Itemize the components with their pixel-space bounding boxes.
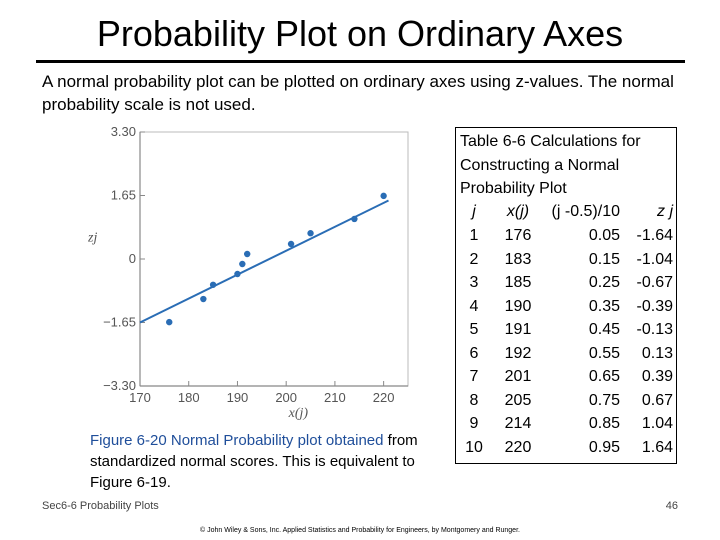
calculation-table: Table 6-6 Calculations for Constructing … [455, 127, 677, 464]
table-title: Table 6-6 Calculations for Constructing … [460, 133, 641, 197]
cell-x: 176 [504, 227, 532, 244]
x-tick-label: 180 [178, 390, 200, 405]
copyright-notice: © John Wiley & Sons, Inc. Applied Statis… [200, 527, 520, 534]
cell-x: 201 [504, 368, 532, 385]
data-point [287, 240, 295, 248]
cell-z: 0.39 [641, 368, 673, 385]
cell-j: 7 [469, 368, 479, 385]
cell-j: 9 [469, 415, 479, 432]
cell-probability: 0.95 [588, 438, 620, 456]
table-row: 2 183 0.15 -1.04 [456, 248, 678, 272]
cell-probability: 0.65 [588, 368, 620, 385]
intro-text: A normal probability plot can be plotted… [42, 72, 674, 114]
figure-caption-rest: from standardized normal scores. This is… [90, 432, 418, 491]
cell-x: 220 [504, 438, 532, 456]
cell-x: 185 [504, 274, 532, 291]
x-tick-label: 190 [227, 390, 249, 405]
data-point [380, 192, 387, 200]
cell-x: 191 [504, 321, 532, 338]
slide-title: Probability Plot on Ordinary Axes [96, 13, 624, 54]
cell-z: -0.67 [636, 274, 673, 291]
y-tick-label: 0 [129, 251, 136, 266]
y-tick-label: −3.30 [103, 378, 136, 393]
data-point [307, 230, 314, 237]
cell-probability: 0.05 [588, 227, 620, 244]
figure-caption-lead: Figure 6-20 Normal Probability plot obta… [90, 432, 384, 449]
cell-probability: 0.55 [588, 344, 620, 362]
cell-j: 3 [469, 274, 479, 291]
title-underline [36, 60, 685, 63]
data-point [200, 295, 207, 303]
cell-j: 1 [469, 227, 479, 244]
cell-x: 214 [504, 415, 532, 432]
table-row: 5 191 0.45 -0.13 [456, 318, 678, 342]
cell-x: 192 [504, 344, 532, 362]
table-row: 8 205 0.75 0.67 [456, 389, 678, 413]
footer-section: Sec6-6 Probability Plots [42, 500, 159, 512]
table-row: 6 192 0.55 0.13 [456, 342, 678, 366]
table-header-row: j x(j) (j -0.5)/10 z j [456, 200, 678, 224]
y-tick-label: 3.30 [111, 124, 136, 139]
header-probability: (j -0.5)/10 [551, 203, 620, 220]
cell-probability: 0.75 [588, 391, 620, 409]
cell-x: 183 [504, 250, 532, 268]
cell-j: 5 [469, 321, 479, 338]
table-row: 4 190 0.35 -0.39 [456, 295, 678, 319]
fit-line [139, 199, 389, 324]
table-row: 9 214 0.85 1.04 [456, 412, 678, 436]
cell-probability: 0.35 [588, 297, 620, 315]
cell-z: -0.13 [636, 321, 673, 338]
cell-probability: 0.85 [588, 415, 620, 432]
y-axis-label: zj [88, 231, 97, 246]
cell-z: 0.13 [641, 344, 673, 362]
data-point [239, 260, 246, 268]
header-z: z j [657, 203, 673, 220]
cell-probability: 0.25 [588, 274, 620, 291]
data-point [166, 318, 173, 326]
x-tick-label: 170 [129, 390, 151, 405]
cell-z: -0.39 [636, 297, 673, 315]
x-axis-label: x(j) [288, 406, 309, 421]
x-tick-label: 220 [373, 390, 395, 405]
header-x: x(j) [506, 203, 530, 220]
table-row: 10 220 0.95 1.64 [456, 436, 678, 460]
cell-z: 0.67 [641, 391, 673, 409]
cell-x: 205 [504, 391, 532, 409]
cell-x: 190 [504, 297, 532, 315]
y-tick-label: 1.65 [111, 188, 136, 203]
cell-j: 8 [469, 391, 479, 409]
table-row: 7 201 0.65 0.39 [456, 365, 678, 389]
table-row: 3 185 0.25 -0.67 [456, 271, 678, 295]
table-row: 1 176 0.05 -1.64 [456, 224, 678, 248]
cell-z: 1.64 [641, 438, 673, 456]
data-point [351, 215, 358, 223]
page-number: 46 [665, 500, 678, 512]
cell-j: 6 [469, 344, 479, 362]
data-point [234, 270, 241, 278]
plot-frame [139, 131, 409, 387]
cell-probability: 0.15 [588, 250, 620, 268]
data-point [209, 281, 217, 288]
figure-caption: Figure 6-20 Normal Probability plot obta… [90, 430, 435, 493]
x-tick-label: 210 [324, 390, 346, 405]
x-tick-label: 200 [275, 390, 297, 405]
cell-z: 1.04 [641, 415, 673, 432]
cell-z: -1.04 [636, 250, 673, 268]
header-j: j [472, 203, 476, 220]
cell-z: -1.64 [636, 227, 673, 244]
cell-j: 2 [469, 250, 479, 268]
cell-j: 10 [465, 438, 483, 456]
cell-j: 4 [469, 297, 479, 315]
y-tick-label: −1.65 [103, 315, 136, 330]
cell-probability: 0.45 [588, 321, 620, 338]
data-point [244, 250, 251, 258]
